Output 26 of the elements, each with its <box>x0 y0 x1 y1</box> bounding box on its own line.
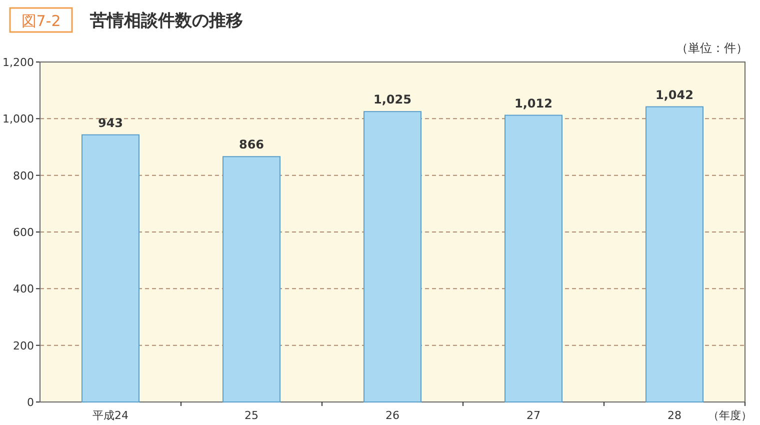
bar <box>222 156 280 402</box>
x-tick-label: 28 <box>668 409 682 422</box>
y-tick-label: 200 <box>13 339 34 352</box>
bar <box>82 134 140 402</box>
x-tick-label: 27 <box>526 409 540 422</box>
data-label: 943 <box>98 116 124 130</box>
y-tick-label: 600 <box>13 226 34 239</box>
bar <box>504 114 562 402</box>
y-tick-label: 0 <box>27 396 34 409</box>
y-tick-label: 400 <box>13 282 34 296</box>
caption: 図7-2 <box>21 12 61 30</box>
x-axis-title: （年度） <box>708 409 752 422</box>
y-axis-title: （単位：件） <box>676 41 748 55</box>
data-label: 1,042 <box>656 88 694 102</box>
y-tick-label: 800 <box>13 169 34 182</box>
data-label: 1,012 <box>514 96 552 110</box>
x-tick-label: 25 <box>244 409 258 422</box>
chart-title: 苦情相談件数の推移 <box>89 11 243 31</box>
data-label: 866 <box>238 138 264 152</box>
bar <box>646 106 704 402</box>
data-label: 1,025 <box>374 92 412 107</box>
y-tick-label: 1,000 <box>2 112 34 126</box>
y-tick-label: 1,200 <box>2 56 34 69</box>
x-tick-label: 26 <box>386 409 400 422</box>
bar <box>364 111 422 402</box>
x-tick-label: 平成24 <box>92 409 128 422</box>
